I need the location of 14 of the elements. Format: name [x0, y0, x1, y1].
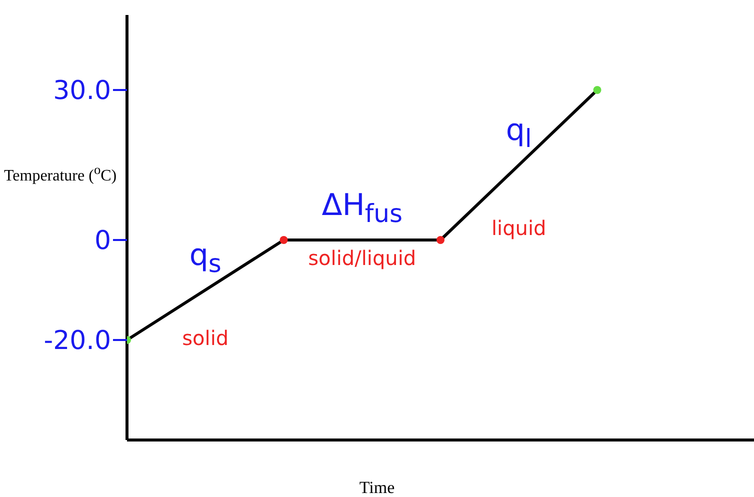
y-tick-label: 30.0: [53, 76, 111, 106]
x-axis-title: Time: [358, 478, 396, 497]
point: [280, 236, 288, 244]
annotation: q$_{l}$: [504, 113, 533, 153]
y-axis-title: Temperature ($^{o}$C): [4, 162, 118, 186]
y-tick-label: 0: [94, 226, 111, 256]
point: [436, 236, 444, 244]
annotation: liquid: [490, 216, 548, 240]
y-tick-label: -20.0: [44, 326, 111, 356]
annotation: ΔH$_{fus}$: [320, 188, 404, 228]
point: [593, 86, 602, 94]
annotation: solid/liquid: [307, 246, 418, 270]
annotation: solid: [181, 326, 230, 350]
annotation: q$_{s}$: [188, 238, 222, 278]
